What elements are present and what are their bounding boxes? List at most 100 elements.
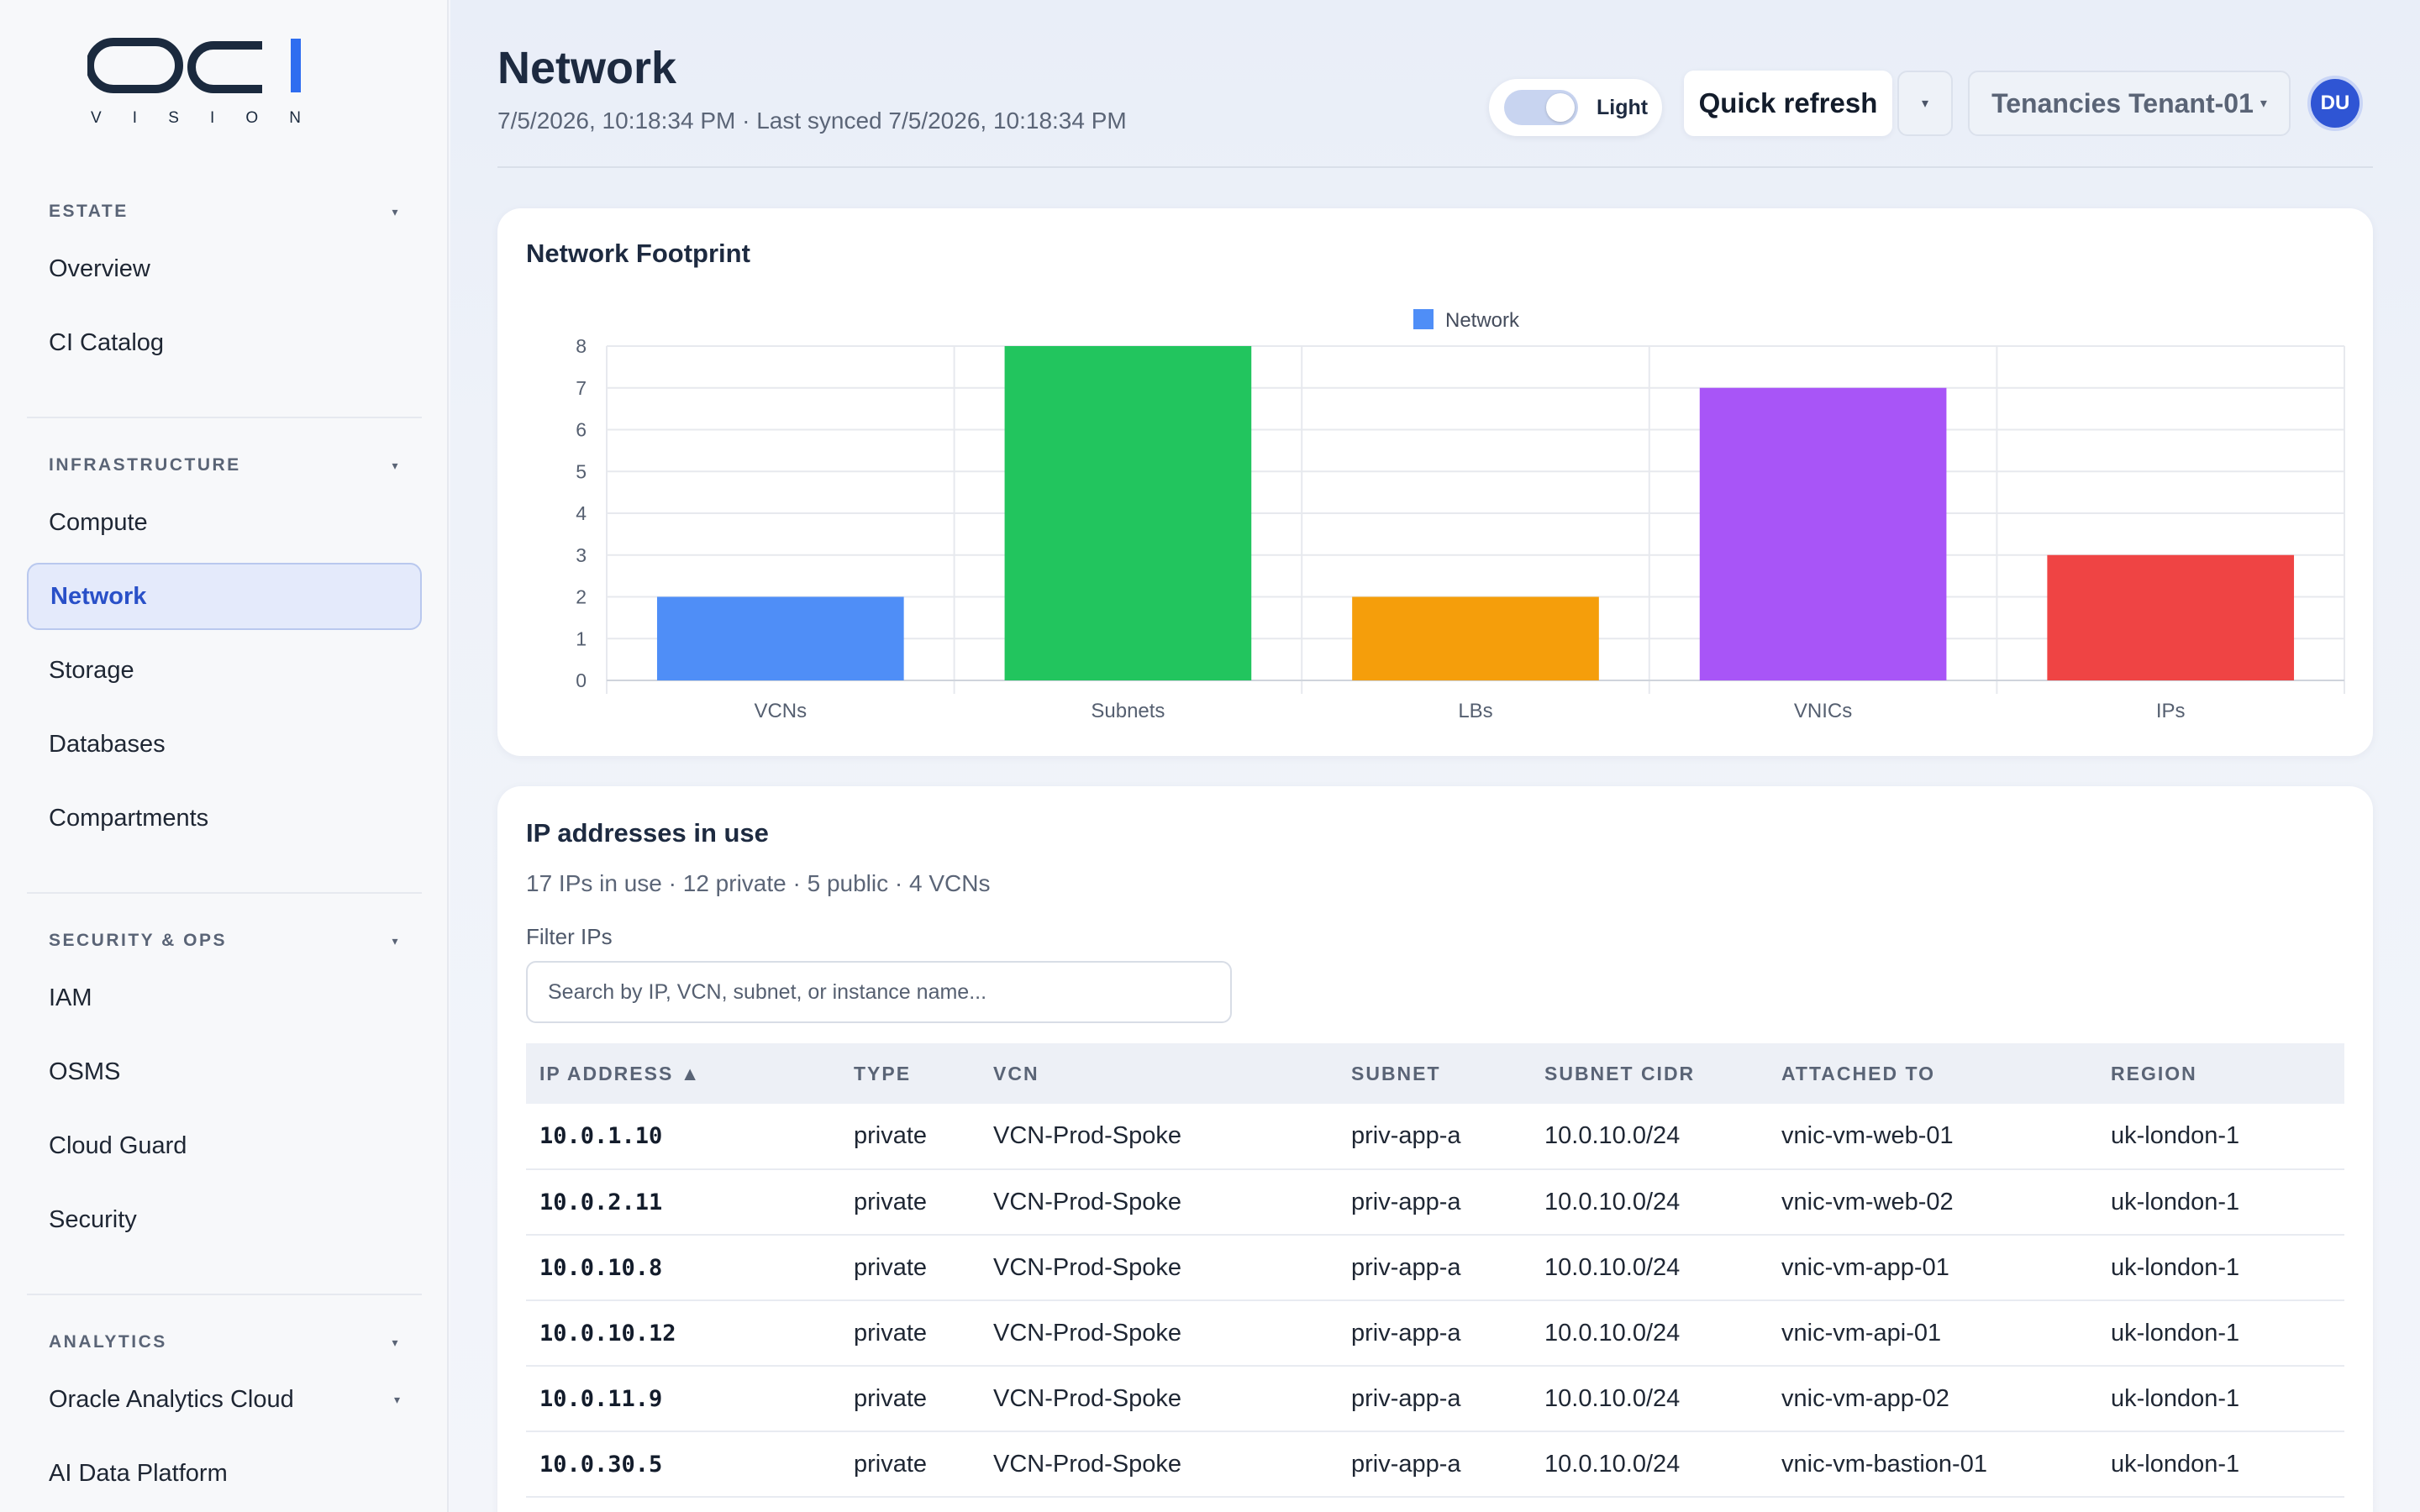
tenancy-selector[interactable]: Tenancies Tenant-01 ▾ <box>1968 71 2291 136</box>
sidebar-item-iam[interactable]: IAM <box>49 984 92 1011</box>
bar-subnets <box>1004 346 1252 680</box>
section-header-estate[interactable]: ESTATE ▾ <box>49 202 400 221</box>
chart-card-title: Network Footprint <box>526 239 750 268</box>
header-divider <box>497 166 2373 168</box>
sidebar-item-security[interactable]: Security <box>49 1205 137 1233</box>
quick-refresh-button[interactable]: Quick refresh <box>1684 71 1892 136</box>
table-row[interactable]: 10.0.30.5 private VCN-Prod-Spoke priv-ap… <box>526 1431 2344 1498</box>
table-row[interactable]: 10.0.1.10 private VCN-Prod-Spoke priv-ap… <box>526 1104 2344 1170</box>
legend-label: Network <box>1445 309 1520 332</box>
table-row[interactable]: 10.0.2.11 private VCN-Prod-Spoke priv-ap… <box>526 1169 2344 1236</box>
y-tick-label: 2 <box>576 586 587 608</box>
type-cell: private <box>840 1300 980 1367</box>
region-cell: uk-london-1 <box>2097 1169 2344 1236</box>
region-cell: uk-london-1 <box>2097 1235 2344 1301</box>
subnet-cidr-cell: 10.0.10.0/24 <box>1531 1104 1768 1170</box>
filter-label: Filter IPs <box>526 924 613 949</box>
nav-section-estate: ESTATE ▾ Overview CI Catalog <box>27 195 422 376</box>
x-tick-label: LBs <box>1458 700 1492 722</box>
sidebar-item-oracle-analytics-cloud[interactable]: Oracle Analytics Cloud ▾ <box>49 1385 400 1413</box>
x-tick-label: VNICs <box>1794 700 1852 722</box>
section-header-infrastructure[interactable]: INFRASTRUCTURE ▾ <box>49 455 400 475</box>
sidebar-item-network[interactable]: Network <box>27 563 422 630</box>
bar-lbs <box>1352 596 1599 680</box>
y-tick-label: 8 <box>576 335 587 357</box>
type-cell: private <box>840 1431 980 1498</box>
last-synced-text: 7/5/2026, 10:18:34 PM · Last synced 7/5/… <box>497 108 1127 134</box>
table-row[interactable]: 10.0.11.9 private VCN-Prod-Spoke priv-ap… <box>526 1366 2344 1432</box>
y-tick-label: 7 <box>576 377 587 399</box>
type-cell: private <box>840 1366 980 1432</box>
section-header-security-ops[interactable]: SECURITY & OPS ▾ <box>49 931 400 950</box>
chevron-down-icon: ▾ <box>1921 97 1929 111</box>
sidebar-item-compute[interactable]: Compute <box>49 508 148 536</box>
column-header-subnet-cidr[interactable]: SUBNET CIDR <box>1544 1062 1696 1084</box>
ip-address-cell: 10.0.30.5 <box>526 1431 840 1498</box>
ip-address-cell: 10.0.11.9 <box>526 1366 840 1432</box>
subnet-cell: priv-app-a <box>1338 1366 1531 1432</box>
region-cell: uk-london-1 <box>2097 1104 2344 1170</box>
ip-addresses-card: IP addresses in use 17 IPs in use · 12 p… <box>497 786 2373 1512</box>
y-tick-label: 1 <box>576 627 587 649</box>
sidebar-item-databases[interactable]: Databases <box>49 730 166 758</box>
vcn-cell: VCN-Prod-Spoke <box>980 1235 1338 1301</box>
subnet-cidr-cell: 10.0.10.0/24 <box>1531 1431 1768 1498</box>
ip-address-cell: 10.0.2.11 <box>526 1169 840 1236</box>
ip-address-cell: 10.0.1.10 <box>526 1104 840 1170</box>
y-tick-label: 0 <box>576 669 587 691</box>
sidebar-item-osms[interactable]: OSMS <box>49 1058 121 1085</box>
vcn-cell: VCN-Prod-Spoke <box>980 1431 1338 1498</box>
column-header-attached-to[interactable]: ATTACHED TO <box>1781 1062 1935 1084</box>
sidebar-item-compartments[interactable]: Compartments <box>49 804 209 832</box>
x-tick-label: Subnets <box>1091 700 1165 722</box>
column-header-ip-address[interactable]: IP ADDRESS ▲ <box>539 1062 702 1084</box>
table-row[interactable]: 10.0.10.8 private VCN-Prod-Spoke priv-ap… <box>526 1235 2344 1301</box>
y-tick-label: 3 <box>576 544 587 566</box>
sidebar-divider <box>27 1294 422 1295</box>
avatar[interactable]: DU <box>2307 76 2363 131</box>
type-cell: private <box>840 1235 980 1301</box>
sidebar-item-cloud-guard[interactable]: Cloud Guard <box>49 1131 187 1159</box>
bar-ips <box>2047 554 2295 680</box>
ip-address-cell: 10.0.10.12 <box>526 1300 840 1367</box>
vcn-cell: VCN-Prod-Spoke <box>980 1169 1338 1236</box>
y-tick-label: 6 <box>576 419 587 441</box>
sidebar-item-ai-data-platform[interactable]: AI Data Platform <box>49 1459 228 1487</box>
theme-toggle[interactable]: Light <box>1489 79 1662 136</box>
refresh-options-button[interactable]: ▾ <box>1897 71 1953 136</box>
ip-table: IP ADDRESS ▲ TYPE VCN SUBNET SUBNET CIDR… <box>526 1043 2344 1498</box>
table-header-row: IP ADDRESS ▲ TYPE VCN SUBNET SUBNET CIDR… <box>526 1043 2344 1104</box>
sidebar-item-overview[interactable]: Overview <box>49 255 150 282</box>
network-footprint-chart: 0 1 2 3 4 5 6 7 8 VCNs Subnets LBs VNICs IPs Network <box>576 309 2345 722</box>
column-header-type[interactable]: TYPE <box>854 1062 912 1084</box>
subnet-cell: priv-app-a <box>1338 1431 1531 1498</box>
ip-address-cell: 10.0.10.8 <box>526 1235 840 1301</box>
nav-section-infrastructure: INFRASTRUCTURE ▾ Compute Network Storage… <box>27 449 422 852</box>
oci-logo-mark <box>86 38 301 93</box>
table-row[interactable]: 10.0.10.12 private VCN-Prod-Spoke priv-a… <box>526 1300 2344 1367</box>
sidebar-item-ci-catalog[interactable]: CI Catalog <box>49 328 165 356</box>
vcn-cell: VCN-Prod-Spoke <box>980 1300 1338 1367</box>
page-title: Network <box>497 43 677 93</box>
section-header-analytics[interactable]: ANALYTICS ▾ <box>49 1332 400 1352</box>
attached-to-cell: vnic-vm-api-01 <box>1768 1300 2097 1367</box>
chevron-down-icon: ▾ <box>392 933 400 948</box>
attached-to-cell: vnic-vm-bastion-01 <box>1768 1431 2097 1498</box>
filter-ips-input[interactable] <box>526 961 1232 1023</box>
column-header-region[interactable]: REGION <box>2111 1062 2197 1084</box>
bar-vnics <box>1699 387 1947 680</box>
ip-summary: 17 IPs in use · 12 private · 5 public · … <box>526 870 991 896</box>
column-header-vcn[interactable]: VCN <box>993 1062 1039 1084</box>
subnet-cidr-cell: 10.0.10.0/24 <box>1531 1366 1768 1432</box>
type-cell: private <box>840 1169 980 1236</box>
attached-to-cell: vnic-vm-web-01 <box>1768 1104 2097 1170</box>
toggle-track[interactable] <box>1504 90 1578 125</box>
column-header-subnet[interactable]: SUBNET <box>1351 1062 1441 1084</box>
attached-to-cell: vnic-vm-app-02 <box>1768 1366 2097 1432</box>
sidebar-divider <box>27 892 422 894</box>
sidebar-item-storage[interactable]: Storage <box>49 656 134 684</box>
chevron-down-icon: ▾ <box>2260 97 2267 111</box>
x-tick-label: VCNs <box>754 700 807 722</box>
chevron-down-icon: ▾ <box>392 458 400 472</box>
